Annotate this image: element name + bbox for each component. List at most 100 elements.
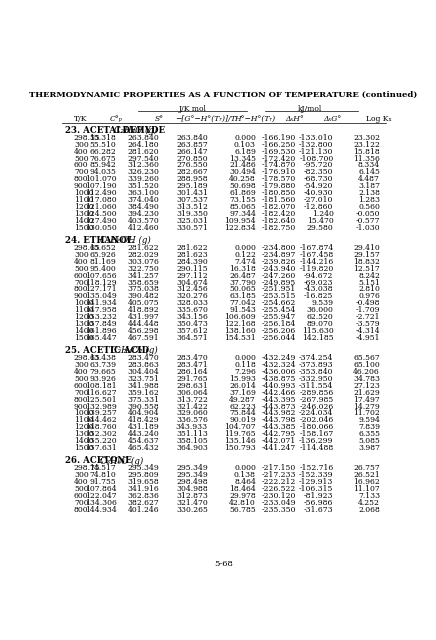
Text: 16.318: 16.318 <box>229 265 256 273</box>
Text: 97.344: 97.344 <box>229 210 256 218</box>
Text: 351.520: 351.520 <box>127 182 159 190</box>
Text: 359.162: 359.162 <box>127 388 159 397</box>
Text: 900: 900 <box>74 182 89 190</box>
Text: -0.050: -0.050 <box>355 210 380 218</box>
Text: 364.571: 364.571 <box>176 334 208 342</box>
Text: -16.825: -16.825 <box>304 292 334 300</box>
Text: 322.750: 322.750 <box>127 265 159 273</box>
Text: 16.962: 16.962 <box>353 478 380 486</box>
Text: 1100: 1100 <box>74 417 93 424</box>
Text: C°ₚ: C°ₚ <box>110 115 123 124</box>
Text: 65.567: 65.567 <box>353 354 380 362</box>
Text: 9.539: 9.539 <box>311 300 334 307</box>
Text: 400: 400 <box>74 148 89 156</box>
Text: -94.672: -94.672 <box>304 271 334 280</box>
Text: 154.531: 154.531 <box>224 334 256 342</box>
Text: 74.517: 74.517 <box>90 464 116 472</box>
Text: 37.790: 37.790 <box>229 278 256 287</box>
Text: -442.071: -442.071 <box>262 437 296 445</box>
Text: -255.947: -255.947 <box>262 313 296 321</box>
Text: 394.230: 394.230 <box>127 210 159 218</box>
Text: 390.558: 390.558 <box>127 403 159 410</box>
Text: -27.010: -27.010 <box>304 196 334 204</box>
Text: 700: 700 <box>74 388 89 397</box>
Text: -106.315: -106.315 <box>299 485 334 493</box>
Text: -217.150: -217.150 <box>262 464 296 472</box>
Text: -40.930: -40.930 <box>304 189 334 197</box>
Text: 384.490: 384.490 <box>127 203 159 211</box>
Text: -289.856: -289.856 <box>299 388 334 397</box>
Text: 127.171: 127.171 <box>85 285 116 294</box>
Text: 91.543: 91.543 <box>229 307 256 314</box>
Text: 3.187: 3.187 <box>358 182 380 190</box>
Text: 264.180: 264.180 <box>127 141 159 148</box>
Text: -1.030: -1.030 <box>355 224 380 232</box>
Text: 404.904: 404.904 <box>127 410 159 417</box>
Text: 18.464: 18.464 <box>229 485 256 493</box>
Text: -178.570: -178.570 <box>262 175 296 183</box>
Text: 320.276: 320.276 <box>176 292 208 300</box>
Text: -129.913: -129.913 <box>299 478 334 486</box>
Text: -152.716: -152.716 <box>299 464 334 472</box>
Text: 304.404: 304.404 <box>127 368 159 376</box>
Text: 357.612: 357.612 <box>176 327 208 335</box>
Text: 1000: 1000 <box>74 410 93 417</box>
Text: -133.010: -133.010 <box>299 134 334 142</box>
Text: 312.360: 312.360 <box>127 161 159 170</box>
Text: 341.257: 341.257 <box>127 271 159 280</box>
Text: 152.302: 152.302 <box>85 430 116 438</box>
Text: 26.757: 26.757 <box>353 464 380 472</box>
Text: 30.494: 30.494 <box>229 168 256 177</box>
Text: 800: 800 <box>74 506 89 514</box>
Text: -442.466: -442.466 <box>262 388 296 397</box>
Text: 13.345: 13.345 <box>229 155 256 163</box>
Text: 95.400: 95.400 <box>90 265 116 273</box>
Text: 55.318: 55.318 <box>90 134 116 142</box>
Text: 295.349: 295.349 <box>176 471 208 479</box>
Text: -12.860: -12.860 <box>304 203 334 211</box>
Text: THERMODYNAMIC PROPERTIES AS A FUNCTION OF TEMPERATURE (continued): THERMODYNAMIC PROPERTIES AS A FUNCTION O… <box>29 91 418 99</box>
Text: 0.976: 0.976 <box>358 292 380 300</box>
Text: 63.438: 63.438 <box>89 354 116 362</box>
Text: 157.631: 157.631 <box>85 444 116 452</box>
Text: -181.560: -181.560 <box>262 196 296 204</box>
Text: -443.798: -443.798 <box>262 417 296 424</box>
Text: 298.15: 298.15 <box>74 134 101 142</box>
Text: -443.873: -443.873 <box>262 403 296 410</box>
Text: 11.702: 11.702 <box>353 410 380 417</box>
Text: 124.500: 124.500 <box>85 210 116 218</box>
Text: C₂H₄O (g): C₂H₄O (g) <box>114 126 157 135</box>
Text: 298.15: 298.15 <box>74 354 101 362</box>
Text: -119.820: -119.820 <box>299 265 334 273</box>
Text: -353.840: -353.840 <box>299 368 334 376</box>
Text: 700: 700 <box>74 278 89 287</box>
Text: 284.390: 284.390 <box>176 258 208 266</box>
Text: 0.118: 0.118 <box>234 361 256 369</box>
Text: 24. ETHANOL: 24. ETHANOL <box>65 236 133 245</box>
Text: 9.594: 9.594 <box>358 417 380 424</box>
Text: 65.926: 65.926 <box>90 251 116 259</box>
Text: 600: 600 <box>74 492 89 500</box>
Text: -243.940: -243.940 <box>262 265 296 273</box>
Text: 330.265: 330.265 <box>176 506 208 514</box>
Text: 358.659: 358.659 <box>127 278 159 287</box>
Text: 300: 300 <box>74 141 89 148</box>
Text: 374.040: 374.040 <box>127 196 159 204</box>
Text: 73.155: 73.155 <box>229 196 256 204</box>
Text: 11.356: 11.356 <box>353 155 380 163</box>
Text: 351.113: 351.113 <box>176 430 208 438</box>
Text: -217.233: -217.233 <box>262 471 296 479</box>
Text: 1500: 1500 <box>74 334 93 342</box>
Text: 26.521: 26.521 <box>353 471 380 479</box>
Text: 1300: 1300 <box>74 210 93 218</box>
Text: 5-68: 5-68 <box>214 561 233 568</box>
Text: 298.498: 298.498 <box>176 478 208 486</box>
Text: 17.497: 17.497 <box>353 396 380 404</box>
Text: -167.874: -167.874 <box>299 244 334 252</box>
Text: 1400: 1400 <box>74 217 93 225</box>
Text: 1200: 1200 <box>74 313 93 321</box>
Text: 139.257: 139.257 <box>85 410 116 417</box>
Text: -158.167: -158.167 <box>299 430 334 438</box>
Text: 266.147: 266.147 <box>176 148 208 156</box>
Text: -136.299: -136.299 <box>299 437 334 445</box>
